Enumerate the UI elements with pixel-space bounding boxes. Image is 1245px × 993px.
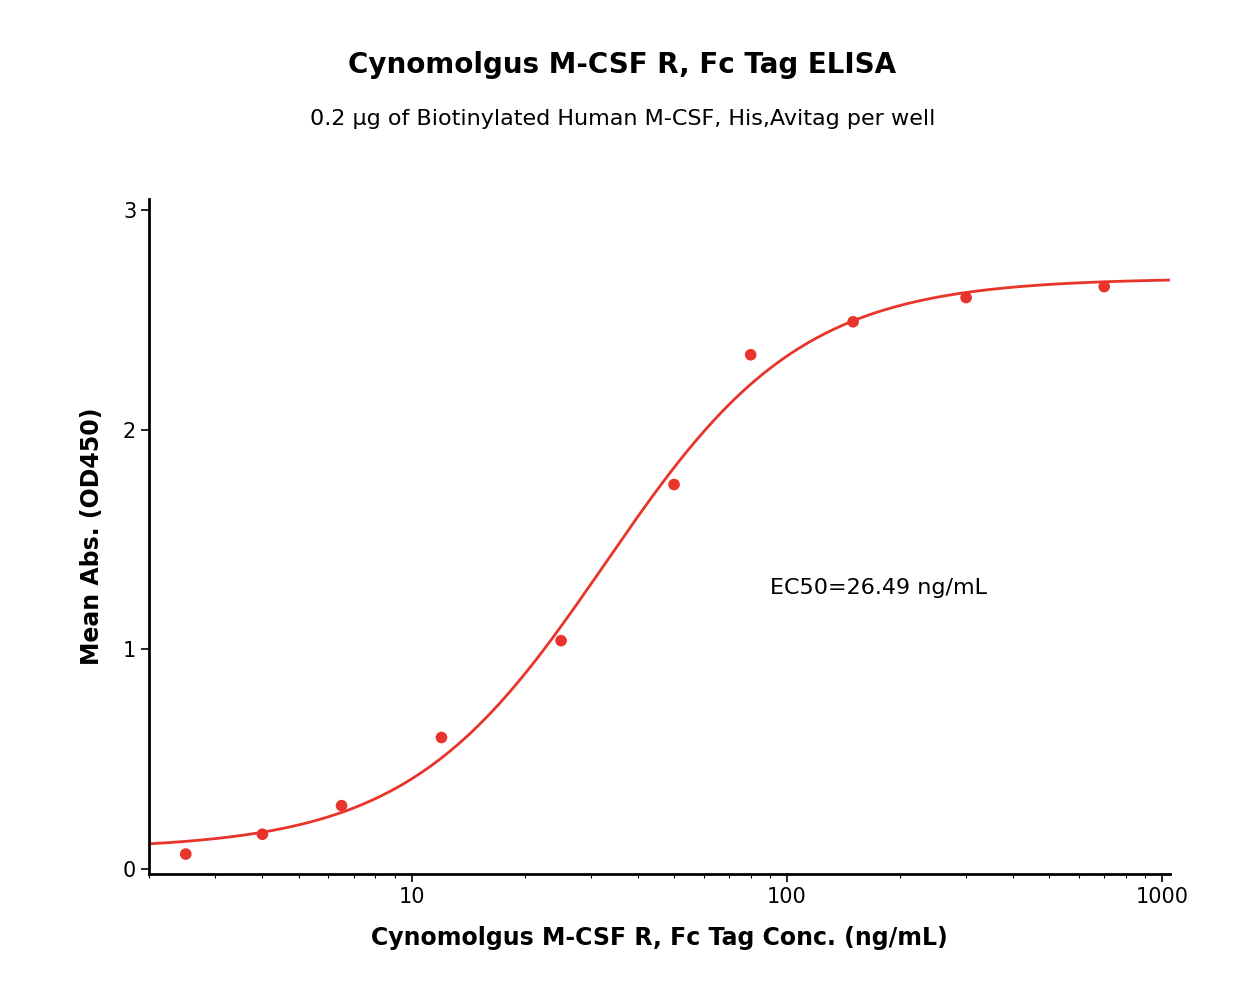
Text: EC50=26.49 ng/mL: EC50=26.49 ng/mL bbox=[769, 578, 987, 598]
Point bbox=[432, 730, 452, 746]
Y-axis label: Mean Abs. (OD450): Mean Abs. (OD450) bbox=[80, 407, 103, 665]
Text: 0.2 μg of Biotinylated Human M-CSF, His,Avitag per well: 0.2 μg of Biotinylated Human M-CSF, His,… bbox=[310, 109, 935, 129]
Point bbox=[552, 633, 571, 648]
Point bbox=[331, 797, 351, 813]
Point bbox=[1094, 279, 1114, 295]
Text: Cynomolgus M-CSF R, Fc Tag ELISA: Cynomolgus M-CSF R, Fc Tag ELISA bbox=[349, 51, 896, 78]
Point bbox=[741, 347, 761, 362]
Point bbox=[176, 846, 195, 862]
Point bbox=[956, 290, 976, 306]
X-axis label: Cynomolgus M-CSF R, Fc Tag Conc. (ng/mL): Cynomolgus M-CSF R, Fc Tag Conc. (ng/mL) bbox=[371, 926, 949, 950]
Point bbox=[253, 826, 273, 842]
Point bbox=[664, 477, 684, 493]
Point bbox=[843, 314, 863, 330]
